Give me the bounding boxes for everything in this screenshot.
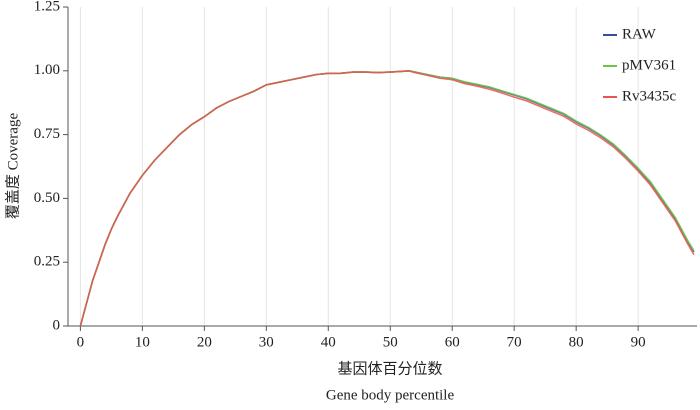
- y-tick-label: 0.75: [34, 126, 60, 142]
- x-axis-label: 基因体百分位数: [337, 360, 442, 377]
- legend-label: pMV361: [622, 57, 676, 73]
- x-tick-label: 40: [321, 334, 336, 350]
- y-tick-label: 0.25: [34, 254, 60, 270]
- legend-label: Rv3435c: [622, 88, 677, 104]
- legend-label: RAW: [622, 26, 657, 42]
- x-tick-label: 80: [569, 334, 584, 350]
- x-tick-label: 50: [383, 334, 398, 350]
- y-tick-label: 0.50: [34, 190, 60, 206]
- y-axis-label: 覆盖度 Coverage: [4, 113, 21, 220]
- series-line: [79, 69, 695, 327]
- x-tick-label: 60: [445, 334, 460, 350]
- x-tick-label: 30: [259, 334, 274, 350]
- x-tick-label: 90: [631, 334, 646, 350]
- x-axis-label-en: Gene body percentile: [326, 387, 455, 403]
- x-tick-label: 70: [507, 334, 522, 350]
- series-line: [79, 69, 695, 327]
- y-tick-label: 1.25: [34, 0, 60, 14]
- y-tick-label: 0: [53, 317, 61, 333]
- x-tick-label: 10: [135, 334, 150, 350]
- series-line: [79, 69, 695, 327]
- x-tick-label: 20: [197, 334, 212, 350]
- y-tick-label: 1.00: [34, 62, 60, 78]
- x-tick-label: 0: [77, 334, 85, 350]
